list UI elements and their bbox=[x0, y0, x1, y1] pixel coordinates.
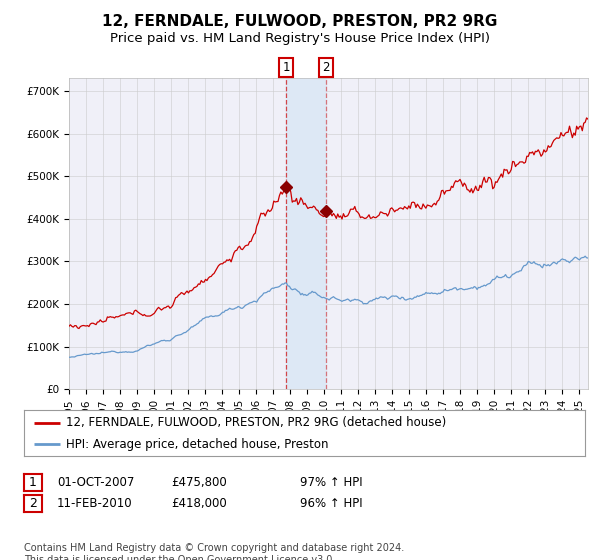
Text: 1: 1 bbox=[282, 60, 290, 74]
Text: £418,000: £418,000 bbox=[171, 497, 227, 510]
Bar bbox=[286, 78, 326, 389]
Text: 12, FERNDALE, FULWOOD, PRESTON, PR2 9RG: 12, FERNDALE, FULWOOD, PRESTON, PR2 9RG bbox=[103, 14, 497, 29]
Text: 2: 2 bbox=[29, 497, 37, 510]
Text: 1: 1 bbox=[29, 476, 37, 489]
Text: 12, FERNDALE, FULWOOD, PRESTON, PR2 9RG (detached house): 12, FERNDALE, FULWOOD, PRESTON, PR2 9RG … bbox=[66, 417, 446, 430]
Text: 01-OCT-2007: 01-OCT-2007 bbox=[57, 476, 134, 489]
Text: HPI: Average price, detached house, Preston: HPI: Average price, detached house, Pres… bbox=[66, 438, 329, 451]
Text: Contains HM Land Registry data © Crown copyright and database right 2024.
This d: Contains HM Land Registry data © Crown c… bbox=[24, 543, 404, 560]
Text: Price paid vs. HM Land Registry's House Price Index (HPI): Price paid vs. HM Land Registry's House … bbox=[110, 32, 490, 45]
Text: 2: 2 bbox=[322, 60, 329, 74]
Text: 96% ↑ HPI: 96% ↑ HPI bbox=[300, 497, 362, 510]
Text: 11-FEB-2010: 11-FEB-2010 bbox=[57, 497, 133, 510]
Text: £475,800: £475,800 bbox=[171, 476, 227, 489]
Text: 97% ↑ HPI: 97% ↑ HPI bbox=[300, 476, 362, 489]
